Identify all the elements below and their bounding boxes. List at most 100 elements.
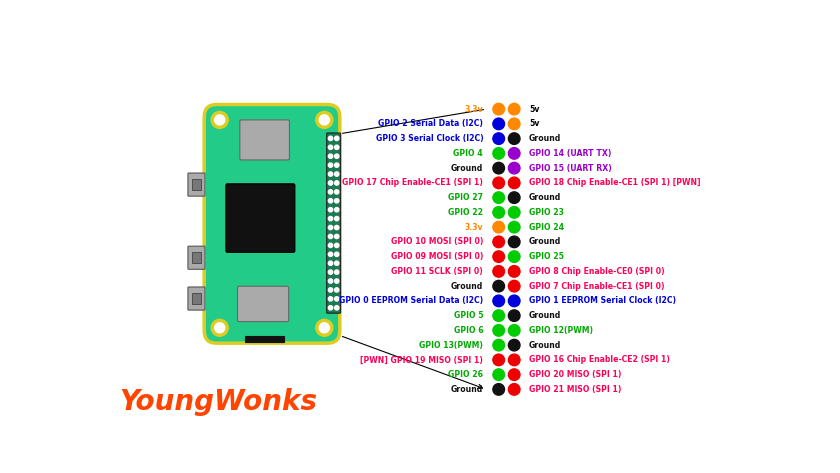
Circle shape — [508, 280, 520, 292]
FancyBboxPatch shape — [226, 184, 295, 252]
Text: GPIO 4: GPIO 4 — [454, 149, 483, 158]
Circle shape — [215, 115, 225, 125]
Circle shape — [328, 279, 333, 283]
Circle shape — [508, 251, 520, 263]
Text: GPIO 1 EEPROM Serial Clock (I2C): GPIO 1 EEPROM Serial Clock (I2C) — [529, 297, 676, 306]
Circle shape — [508, 310, 520, 322]
Circle shape — [493, 251, 505, 263]
Circle shape — [508, 339, 520, 351]
Circle shape — [493, 369, 505, 380]
Circle shape — [334, 217, 339, 221]
Circle shape — [334, 163, 339, 167]
Circle shape — [328, 136, 333, 140]
Text: Ground: Ground — [529, 134, 561, 143]
Text: GPIO 16 Chip Enable-CE2 (SPI 1): GPIO 16 Chip Enable-CE2 (SPI 1) — [529, 355, 669, 364]
Circle shape — [328, 234, 333, 238]
FancyBboxPatch shape — [240, 120, 290, 160]
Circle shape — [328, 217, 333, 221]
Circle shape — [319, 115, 329, 125]
Circle shape — [493, 266, 505, 277]
Circle shape — [508, 207, 520, 218]
FancyBboxPatch shape — [245, 335, 284, 342]
Circle shape — [334, 145, 339, 149]
FancyBboxPatch shape — [192, 293, 201, 304]
Circle shape — [328, 199, 333, 203]
Circle shape — [334, 172, 339, 176]
Text: GPIO 22: GPIO 22 — [449, 208, 483, 217]
Circle shape — [508, 118, 520, 130]
Circle shape — [493, 354, 505, 366]
Circle shape — [334, 234, 339, 238]
Text: GPIO 15 (UART RX): GPIO 15 (UART RX) — [529, 164, 612, 173]
FancyBboxPatch shape — [192, 179, 201, 190]
Circle shape — [493, 339, 505, 351]
Text: GPIO 14 (UART TX): GPIO 14 (UART TX) — [529, 149, 612, 158]
FancyBboxPatch shape — [192, 252, 201, 263]
Text: GPIO 6: GPIO 6 — [454, 326, 483, 335]
Circle shape — [493, 280, 505, 292]
Circle shape — [493, 236, 505, 248]
Circle shape — [493, 177, 505, 189]
Circle shape — [493, 162, 505, 174]
Text: [PWN] GPIO 19 MISO (SPI 1): [PWN] GPIO 19 MISO (SPI 1) — [360, 355, 483, 364]
Circle shape — [328, 306, 333, 310]
Circle shape — [334, 279, 339, 283]
Text: 5v: 5v — [529, 119, 539, 128]
Circle shape — [493, 133, 505, 144]
Circle shape — [334, 208, 339, 212]
Circle shape — [508, 177, 520, 189]
Circle shape — [334, 261, 339, 265]
Text: GPIO 23: GPIO 23 — [529, 208, 564, 217]
Text: YoungWonks: YoungWonks — [119, 388, 317, 416]
Circle shape — [508, 266, 520, 277]
Circle shape — [493, 207, 505, 218]
Text: Ground: Ground — [529, 311, 561, 320]
Text: GPIO 26: GPIO 26 — [449, 370, 483, 379]
FancyBboxPatch shape — [327, 133, 340, 313]
Circle shape — [328, 145, 333, 149]
Circle shape — [319, 323, 329, 333]
FancyBboxPatch shape — [204, 105, 340, 343]
Text: Ground: Ground — [451, 164, 483, 173]
Circle shape — [334, 190, 339, 194]
Circle shape — [508, 236, 520, 248]
Circle shape — [328, 243, 333, 247]
Text: GPIO 27: GPIO 27 — [449, 193, 483, 202]
Circle shape — [493, 148, 505, 159]
Circle shape — [508, 324, 520, 336]
Circle shape — [493, 103, 505, 115]
Circle shape — [328, 270, 333, 274]
FancyBboxPatch shape — [188, 287, 205, 310]
Text: Ground: Ground — [451, 281, 483, 290]
Circle shape — [493, 295, 505, 307]
Text: GPIO 20 MISO (SPI 1): GPIO 20 MISO (SPI 1) — [529, 370, 622, 379]
Circle shape — [334, 199, 339, 203]
Text: GPIO 3 Serial Clock (I2C): GPIO 3 Serial Clock (I2C) — [375, 134, 483, 143]
Circle shape — [493, 310, 505, 322]
Circle shape — [508, 148, 520, 159]
Circle shape — [328, 225, 333, 230]
Text: 3.3v: 3.3v — [465, 105, 483, 114]
Circle shape — [328, 154, 333, 158]
Circle shape — [508, 354, 520, 366]
Circle shape — [508, 221, 520, 233]
Circle shape — [334, 136, 339, 140]
Circle shape — [211, 319, 228, 336]
Text: GPIO 7 Chip Enable-CE1 (SPI 0): GPIO 7 Chip Enable-CE1 (SPI 0) — [529, 281, 664, 290]
FancyBboxPatch shape — [238, 286, 289, 322]
Text: GPIO 13(PWM): GPIO 13(PWM) — [419, 341, 483, 350]
Circle shape — [316, 112, 333, 128]
Circle shape — [211, 112, 228, 128]
Text: Ground: Ground — [529, 341, 561, 350]
Text: GPIO 18 Chip Enable-CE1 (SPI 1) [PWN]: GPIO 18 Chip Enable-CE1 (SPI 1) [PWN] — [529, 178, 701, 187]
Circle shape — [334, 154, 339, 158]
Text: 5v: 5v — [529, 105, 539, 114]
Circle shape — [328, 181, 333, 185]
Circle shape — [508, 162, 520, 174]
Text: GPIO 25: GPIO 25 — [529, 252, 564, 261]
Text: GPIO 09 MOSI (SPI 0): GPIO 09 MOSI (SPI 0) — [391, 252, 483, 261]
Text: Ground: Ground — [451, 385, 483, 394]
Circle shape — [508, 103, 520, 115]
Text: GPIO 24: GPIO 24 — [529, 223, 564, 232]
Circle shape — [508, 295, 520, 307]
